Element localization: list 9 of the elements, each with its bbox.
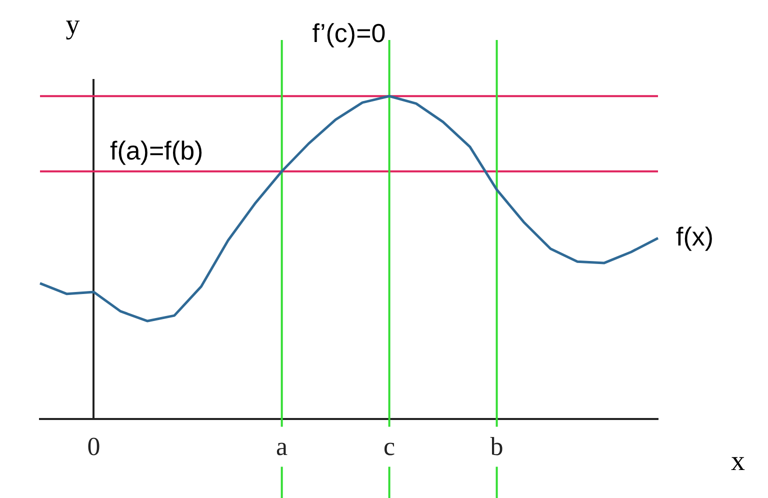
x-tick-label: c <box>384 432 396 462</box>
x-tick-label: a <box>276 432 288 462</box>
x-axis-title: x <box>731 446 745 478</box>
text: f’(c)=0 <box>312 18 386 48</box>
y-axis-title: y <box>66 9 80 40</box>
series-label: f(x) <box>676 221 714 252</box>
ref-line-label: f(a)=f(b) <box>110 135 204 166</box>
x-tick-label: b <box>490 432 504 462</box>
x-tick-label: 0 <box>87 432 100 462</box>
